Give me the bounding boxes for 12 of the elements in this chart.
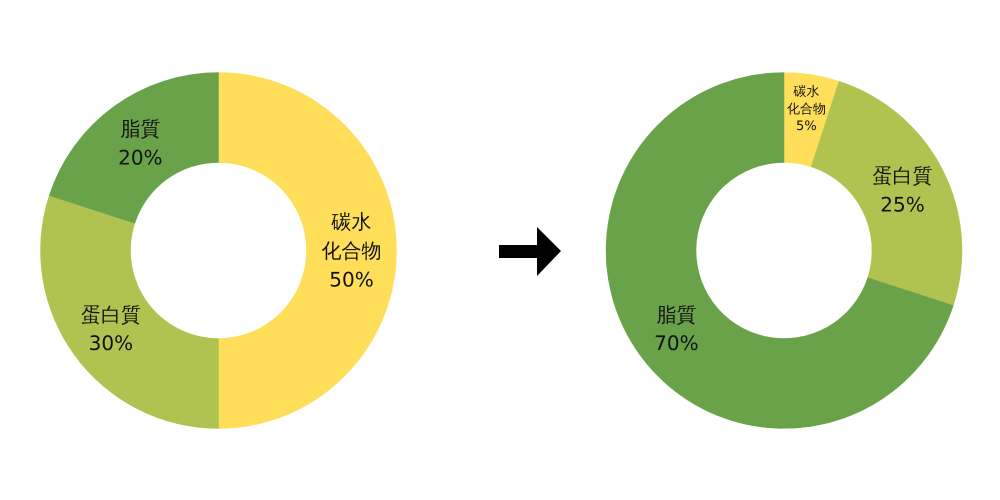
slice-label: 脂質	[120, 116, 160, 140]
data-label: 70%	[654, 331, 699, 356]
slice-label: 蛋白質	[872, 164, 933, 188]
slice-label: 碳水化合物	[786, 84, 826, 117]
slice-label: 脂質	[656, 302, 696, 326]
data-label: 30%	[88, 331, 134, 356]
slice-label: 蛋白質	[80, 302, 141, 326]
slice-label: 碳水化合物	[322, 210, 382, 262]
data-label: 20%	[118, 145, 163, 170]
data-label: 25%	[880, 192, 925, 217]
data-label: 5%	[796, 119, 817, 134]
data-label: 50%	[329, 267, 374, 292]
